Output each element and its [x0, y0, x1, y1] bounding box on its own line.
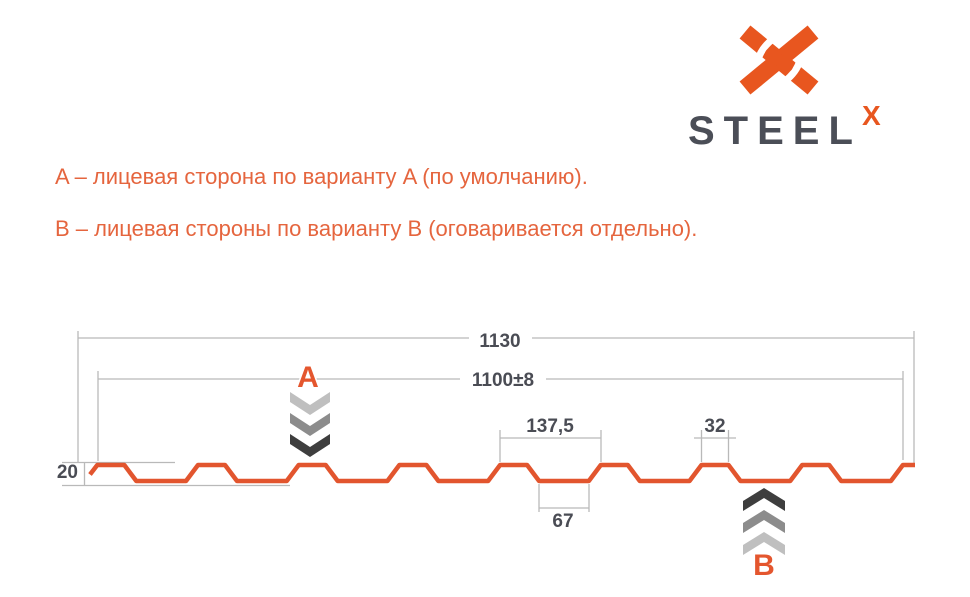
- dim-rib-bottom-value: 67: [552, 511, 573, 532]
- side-a-chevrons-icon: [290, 392, 330, 457]
- side-a-marker: A: [290, 360, 330, 457]
- dimension-overall-width: [77, 331, 915, 464]
- dimension-profile-height: [62, 461, 290, 487]
- note-side-b: B – лицевая стороны по варианту B (огова…: [55, 216, 698, 241]
- dimension-rib-top: [694, 430, 736, 462]
- side-a-label: A: [297, 361, 319, 394]
- brand-x-superscript: X: [862, 100, 881, 131]
- side-b-marker: B: [743, 488, 785, 584]
- dim-working-width-value: 1100±8: [472, 370, 534, 391]
- dimension-working-width: [97, 371, 904, 461]
- profile-outline: [88, 462, 915, 484]
- dimension-rib-pitch: [499, 430, 602, 462]
- dimension-rib-bottom: [538, 484, 590, 512]
- dim-rib-pitch-value: 137,5: [526, 416, 574, 437]
- side-b-chevrons-icon: [743, 488, 785, 555]
- dim-overall-width-value: 1130: [479, 331, 520, 352]
- brand-name: STEEL: [688, 109, 862, 153]
- side-b-label: B: [753, 549, 775, 582]
- dim-rib-top-value: 32: [704, 416, 725, 437]
- note-side-a: A – лицевая сторона по варианту A (по ум…: [55, 164, 588, 189]
- dim-profile-height-value: 20: [57, 462, 78, 483]
